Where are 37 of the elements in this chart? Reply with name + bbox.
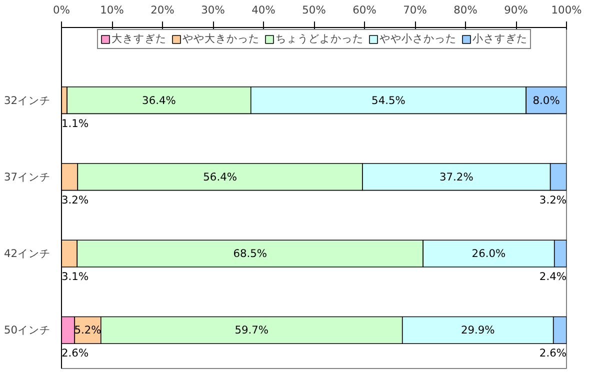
data-label: 2.6% xyxy=(539,346,567,360)
data-label: 5.2% xyxy=(74,324,102,337)
data-label: 29.9% xyxy=(460,324,495,337)
data-label: 2.4% xyxy=(539,270,567,284)
data-label: 26.0% xyxy=(472,247,506,260)
data-label: 54.5% xyxy=(372,94,406,107)
data-label: 3.1% xyxy=(62,270,89,284)
x-tick-label: 90% xyxy=(504,4,528,16)
data-label: 1.1% xyxy=(62,116,89,130)
legend-label: ちょうどよかった xyxy=(276,32,364,46)
legend-label: 大きすぎた xyxy=(112,32,166,46)
x-tick-label: 100% xyxy=(551,4,582,16)
x-tick-label: 80% xyxy=(454,4,478,16)
legend-label: やや大きかった xyxy=(182,32,260,46)
x-tick-label: 0% xyxy=(53,4,70,16)
x-tick-label: 70% xyxy=(403,4,427,16)
x-tick-label: 40% xyxy=(252,4,276,16)
x-tick-label: 50% xyxy=(302,4,326,16)
data-label: 68.5% xyxy=(233,247,268,260)
data-label: 2.6% xyxy=(62,346,89,360)
y-tick-label: 37インチ xyxy=(4,170,51,184)
y-tick-label: 32インチ xyxy=(4,94,51,107)
data-label: 3.2% xyxy=(62,193,89,206)
data-label: 37.2% xyxy=(439,170,474,184)
legend-label: 小さすぎた xyxy=(472,32,528,46)
legend-label: やや小さかった xyxy=(380,32,456,46)
y-tick-label: 50インチ xyxy=(4,324,51,337)
data-label: 56.4% xyxy=(203,170,238,184)
x-tick-label: 20% xyxy=(150,4,174,16)
x-tick-label: 30% xyxy=(201,4,225,16)
data-label: 8.0% xyxy=(532,94,560,107)
y-tick-label: 42インチ xyxy=(4,247,51,260)
x-tick-label: 10% xyxy=(100,4,124,16)
data-label: 3.2% xyxy=(539,193,567,206)
x-tick-label: 60% xyxy=(352,4,376,16)
data-label: 59.7% xyxy=(234,324,269,337)
data-label: 36.4% xyxy=(142,94,176,107)
